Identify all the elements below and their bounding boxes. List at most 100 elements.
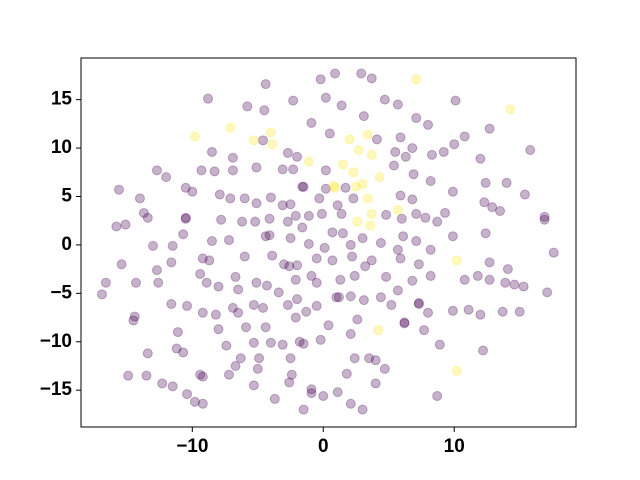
scatter-point [237,216,248,227]
scatter-point [362,129,373,140]
scatter-point [225,122,236,133]
scatter-point [284,377,295,388]
scatter-point [96,289,107,300]
scatter-point [318,391,329,402]
scatter-point [182,389,193,400]
scatter-point [273,287,284,298]
scatter-point [434,339,445,350]
scatter-point [348,193,359,204]
scatter-point [197,253,208,264]
scatter-point [204,255,215,266]
scatter-point [459,131,470,142]
scatter-point [407,143,418,154]
scatter-point [239,251,250,262]
scatter-point [171,343,182,354]
scatter-point [392,244,403,255]
scatter-point [345,329,356,340]
scatter-point [206,236,217,247]
scatter-point [370,378,381,389]
scatter-point [366,255,377,266]
scatter-point [142,212,153,223]
scatter-point [258,135,269,146]
scatter-point [407,275,418,286]
scatter-point [277,339,288,350]
scatter-point [432,391,443,402]
scatter-point [129,311,140,322]
scatter-point [345,398,356,409]
scatter-point [172,327,183,338]
scatter-point [328,180,339,191]
scatter-point [167,381,178,392]
scatter-point [400,151,411,162]
scatter-point [366,73,377,84]
scatter-point [311,277,322,288]
scatter-point [336,208,347,219]
scatter-point [203,93,214,104]
scatter-point [195,268,206,279]
scatter-point [413,259,424,270]
scatter-point [206,146,217,157]
scatter-point [254,353,265,364]
scatter-point [260,79,271,90]
scatter-point [487,202,498,213]
y-tick-label: 10 [51,137,72,158]
scatter-point [292,151,303,162]
scatter-point [413,299,424,309]
scatter-point [331,292,342,303]
scatter-point [425,244,436,255]
scatter-point [248,135,259,146]
scatter-point [180,213,191,224]
scatter-point [161,172,172,183]
scatter-point [345,291,356,302]
scatter-point [345,239,356,250]
scatter-point [330,68,341,79]
scatter-point [227,302,238,313]
scatter-point [201,277,212,288]
scatter-point [298,338,309,349]
scatter-point [128,315,139,326]
scatter-point [340,182,351,193]
scatter-point [420,212,431,223]
scatter-point [131,277,141,288]
scatter-point [248,380,259,391]
scatter-point [447,186,458,197]
scatter-point [320,183,331,194]
scatter-point [311,253,322,264]
scatter-point [411,236,422,247]
scatter-point [259,105,270,116]
scatter-point [239,193,250,204]
scatter-point [411,74,422,85]
plot-frame [80,57,577,428]
scatter-point [197,398,208,409]
scatter-point [303,210,314,221]
scatter-point [332,200,343,211]
scatter-point [539,211,550,222]
scatter-point [297,222,308,233]
scatter-point [258,302,269,313]
scatter-point [242,101,253,112]
scatter-point [306,117,317,128]
scatter-point [398,231,409,242]
scatter-point [282,299,293,310]
scatter-point [120,219,131,230]
scatter-point [356,68,367,79]
scatter-point [366,208,377,219]
scatter-point [327,255,338,266]
scatter-point [153,277,164,288]
y-tick-label: 15 [51,89,73,110]
scatter-point [178,347,189,358]
scatter-point [375,292,386,303]
plot-area [81,58,576,427]
scatter-point [463,304,474,315]
scatter-point [449,139,460,150]
scatter-point [438,146,449,157]
scatter-point [423,119,434,130]
scatter-point [230,360,241,371]
scatter-point [282,216,293,227]
scatter-point [182,300,193,311]
scatter-point [265,127,276,138]
scatter-point [358,295,369,306]
scatter-point [332,387,343,398]
scatter-point [233,307,244,318]
